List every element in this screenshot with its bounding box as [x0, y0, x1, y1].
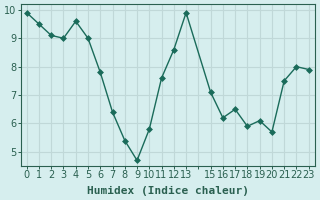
- X-axis label: Humidex (Indice chaleur): Humidex (Indice chaleur): [87, 186, 249, 196]
